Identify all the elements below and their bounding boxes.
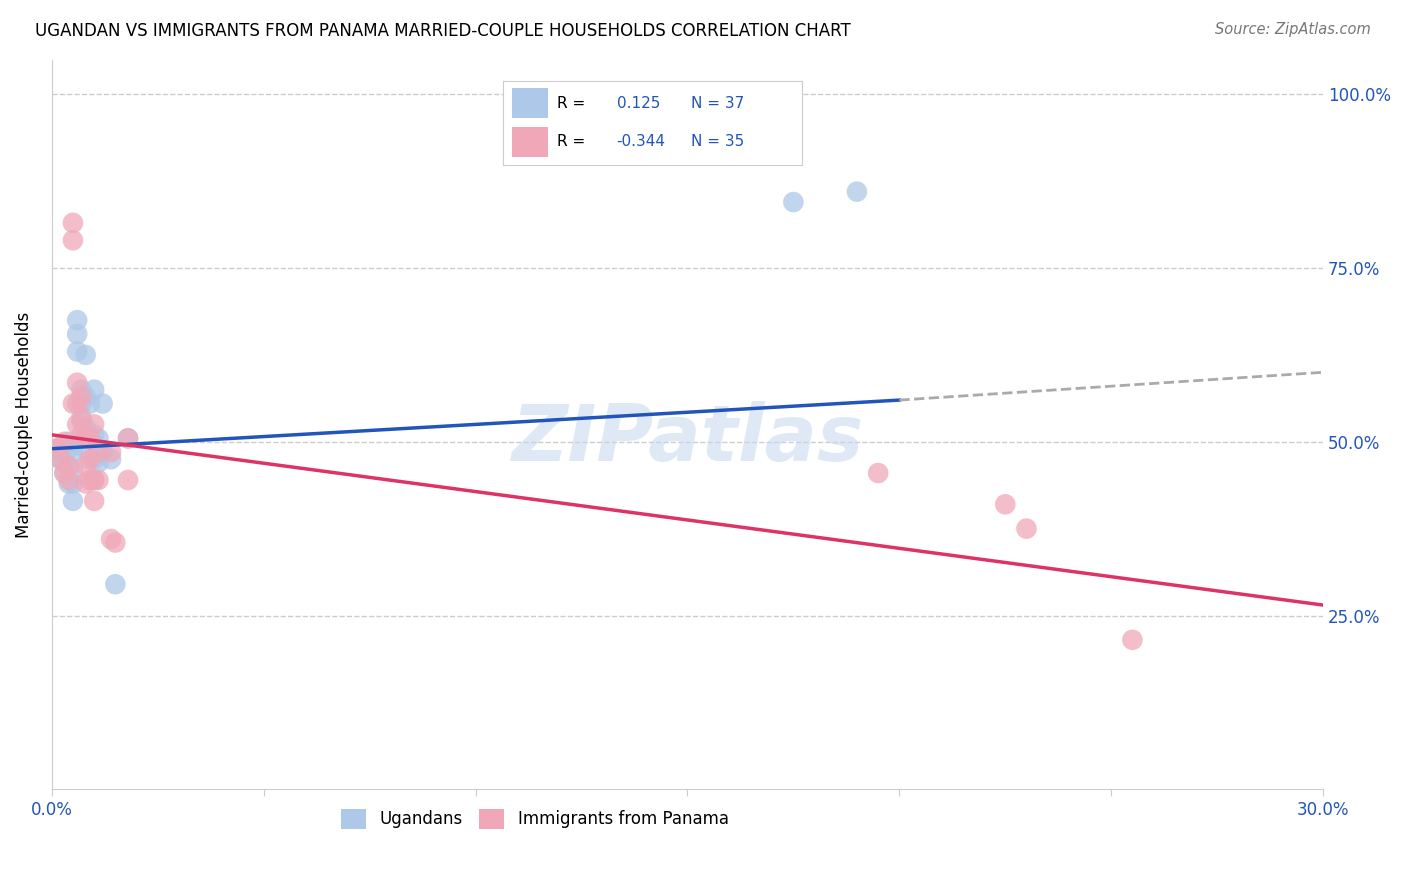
Text: ZIPatlas: ZIPatlas xyxy=(512,401,863,477)
Point xyxy=(83,383,105,397)
Point xyxy=(58,476,80,491)
Point xyxy=(49,452,72,467)
Point xyxy=(49,452,72,467)
Point xyxy=(79,473,101,487)
Point xyxy=(53,466,76,480)
Point xyxy=(66,396,89,410)
Point xyxy=(62,233,84,247)
Point xyxy=(79,431,101,445)
Point xyxy=(62,396,84,410)
Point xyxy=(58,473,80,487)
Point xyxy=(782,195,804,210)
Point xyxy=(70,396,93,410)
Point xyxy=(70,410,93,425)
Point xyxy=(75,431,97,445)
Point xyxy=(49,445,72,459)
Point xyxy=(83,427,105,442)
Point xyxy=(87,445,110,459)
Point xyxy=(53,434,76,449)
Point xyxy=(100,532,122,546)
Text: UGANDAN VS IMMIGRANTS FROM PANAMA MARRIED-COUPLE HOUSEHOLDS CORRELATION CHART: UGANDAN VS IMMIGRANTS FROM PANAMA MARRIE… xyxy=(35,22,851,40)
Point xyxy=(62,493,84,508)
Point xyxy=(62,476,84,491)
Point xyxy=(70,414,93,428)
Point xyxy=(91,396,114,410)
Point xyxy=(846,185,869,199)
Point xyxy=(70,390,93,404)
Point xyxy=(66,313,89,327)
Point xyxy=(100,452,122,467)
Point xyxy=(79,396,101,410)
Point xyxy=(117,431,139,445)
Point xyxy=(100,445,122,459)
Point xyxy=(91,445,114,459)
Point xyxy=(66,376,89,390)
Point xyxy=(66,344,89,359)
Point xyxy=(58,459,80,474)
Point xyxy=(75,476,97,491)
Point xyxy=(70,427,93,442)
Point xyxy=(75,459,97,474)
Point xyxy=(75,390,97,404)
Point xyxy=(104,535,127,549)
Point xyxy=(104,577,127,591)
Point xyxy=(70,383,93,397)
Point xyxy=(66,417,89,432)
Point xyxy=(58,434,80,449)
Point xyxy=(117,431,139,445)
Point xyxy=(1121,632,1143,647)
Y-axis label: Married-couple Households: Married-couple Households xyxy=(15,311,32,538)
Point xyxy=(58,442,80,456)
Point xyxy=(79,452,101,467)
Point xyxy=(83,473,105,487)
Point xyxy=(1015,522,1038,536)
Point xyxy=(75,348,97,362)
Point xyxy=(83,473,105,487)
Point xyxy=(53,456,76,470)
Point xyxy=(62,462,84,476)
Point xyxy=(62,216,84,230)
Point xyxy=(83,452,105,467)
Point xyxy=(83,417,105,432)
Point xyxy=(79,431,101,445)
Point xyxy=(75,442,97,456)
Legend: Ugandans, Immigrants from Panama: Ugandans, Immigrants from Panama xyxy=(335,802,735,836)
Point xyxy=(66,327,89,342)
Point xyxy=(994,497,1017,511)
Point xyxy=(62,445,84,459)
Text: Source: ZipAtlas.com: Source: ZipAtlas.com xyxy=(1215,22,1371,37)
Point xyxy=(87,456,110,470)
Point xyxy=(87,473,110,487)
Point xyxy=(87,431,110,445)
Point xyxy=(868,466,890,480)
Point xyxy=(45,442,67,456)
Point xyxy=(45,442,67,456)
Point xyxy=(83,493,105,508)
Point xyxy=(53,466,76,480)
Point xyxy=(117,473,139,487)
Point xyxy=(75,421,97,435)
